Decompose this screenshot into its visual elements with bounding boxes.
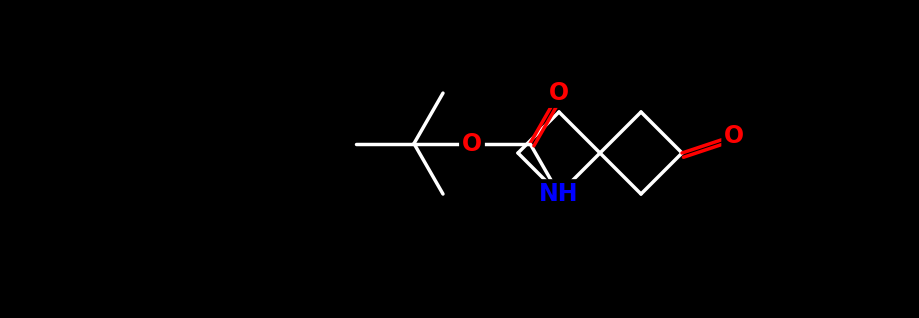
Text: O: O xyxy=(461,132,482,156)
Text: O: O xyxy=(723,124,743,148)
Text: NH: NH xyxy=(539,182,578,206)
Text: O: O xyxy=(549,81,569,105)
